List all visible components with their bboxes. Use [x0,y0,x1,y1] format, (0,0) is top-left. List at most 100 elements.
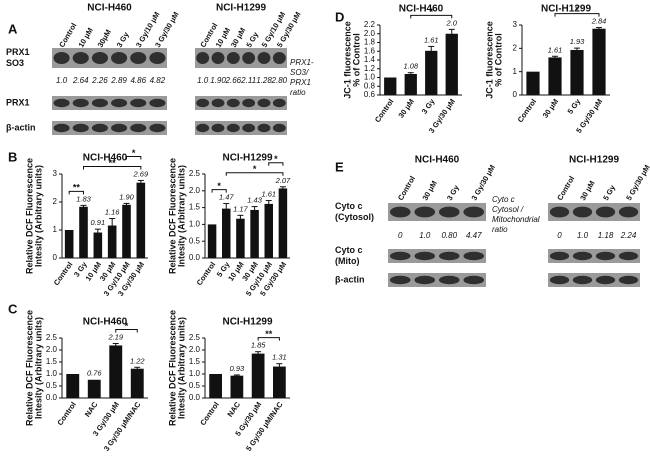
bar [136,182,146,258]
bar [207,224,217,258]
blot-band [226,123,240,133]
lane-label: 30 μM [420,179,438,202]
y-axis-label: Relative DCF Fluorescence [24,310,34,426]
panel-label: C [8,301,18,316]
significance-label: ** [109,158,117,168]
value-label: 1.47 [219,193,234,202]
y-tick-label: 0.5 [46,381,58,390]
significance-label: * [253,164,257,174]
blot-band [91,52,108,64]
y-tick-label: 2.0 [189,345,201,354]
ratio-label: ratio [492,225,508,234]
blot-band [130,123,147,133]
significance-label: ** [73,183,81,193]
y-tick-label: 1.6 [364,46,376,55]
significance-label: * [217,181,221,191]
blot-band [463,251,485,261]
ratio-value: 2.89 [110,76,127,85]
blot-band [111,52,128,64]
chart-title: NCI-H460 [83,317,128,328]
value-label: 2.69 [133,169,149,178]
value-label: 1.43 [247,196,262,205]
blot-band [149,123,166,133]
y-tick-label: 2 [513,43,518,52]
bar [222,208,231,258]
y-axis-label: Intesity (Arbitrary units) [176,317,186,419]
y-tick-label: 0.8 [364,81,376,90]
ratio-value: 1.28 [256,76,272,85]
bar [251,353,265,398]
blot-band [618,275,639,285]
row-label: PRX1 [6,97,30,107]
y-tick-label: 1.0 [189,220,201,229]
y-axis-label: Intesity (Arbitrary units) [176,165,186,267]
x-tick-label: NAC [83,400,100,419]
row-label: (Cytosol) [335,212,374,222]
bar [230,375,244,398]
x-tick-label: NAC [225,400,242,419]
y-axis-label: Relative DCF Fluorescence [167,310,177,426]
y-tick-label: 1.5 [46,357,58,366]
significance-bracket [68,190,84,195]
blot-band [211,98,225,108]
blot-band [53,123,70,133]
bar [278,188,288,258]
ratio-label: Mitochondrial [492,215,540,224]
y-axis-label: % of Control [493,33,503,87]
x-tick-label: Control [516,97,539,124]
y-tick-label: 0 [53,253,58,262]
blot-title: NCI-H1299 [569,155,619,166]
y-axis-label: % of Control [351,33,361,87]
blot-strip [388,249,486,263]
ratio-value: 1.0 [56,76,68,85]
ratio-value: 1.0 [577,231,589,240]
bar [79,206,88,258]
blot-band [618,206,639,218]
row-label: Cyto c [335,201,363,211]
blot-strip [548,273,640,287]
significance-bracket [83,165,142,170]
significance-label: * [274,154,278,164]
chart-title: NCI-H460 [83,153,128,164]
blot-band [595,251,616,261]
blot-band [414,206,436,218]
y-tick-label: 0.5 [189,236,201,245]
bar [87,379,101,398]
blot-band [572,206,593,218]
panel-label: B [8,149,17,164]
blot-band [91,98,108,108]
blot-strip [548,249,640,263]
value-label: 1.85 [251,341,266,350]
y-axis-label: JC-1 fluorescence [342,21,352,99]
value-label: 2.19 [107,333,123,342]
blot-strip [548,203,640,221]
bar [122,204,131,258]
ratio-label: SO3/ [290,68,309,77]
significance-bracket [257,337,280,341]
ratio-value: 0 [557,231,562,240]
y-tick-label: 2.0 [364,29,376,38]
blot-band [257,52,271,64]
significance-label: * [125,321,129,331]
y-axis-label: Intesity (Arbitrary units) [33,165,43,267]
ratio-value: 4.47 [466,231,482,240]
significance-label: * [575,5,579,15]
lane-label: 10 μM [76,26,94,49]
blot-band [389,275,411,285]
blot-band [549,275,570,285]
bar [548,57,562,95]
blot-band [272,52,286,64]
blot-band [72,123,89,133]
significance-label: * [429,7,433,17]
blot-band [226,52,240,64]
y-tick-label: 1.8 [364,38,376,47]
y-tick-label: 2.2 [364,20,376,29]
value-label: 2.84 [591,17,607,26]
value-label: 1.90 [119,192,134,201]
value-label: 1.61 [424,35,439,44]
lane-label: Control [396,174,417,202]
panel-label: E [335,159,344,174]
y-tick-label: 1 [53,225,58,234]
blot-band [149,52,166,64]
row-label: β-actin [335,274,365,284]
